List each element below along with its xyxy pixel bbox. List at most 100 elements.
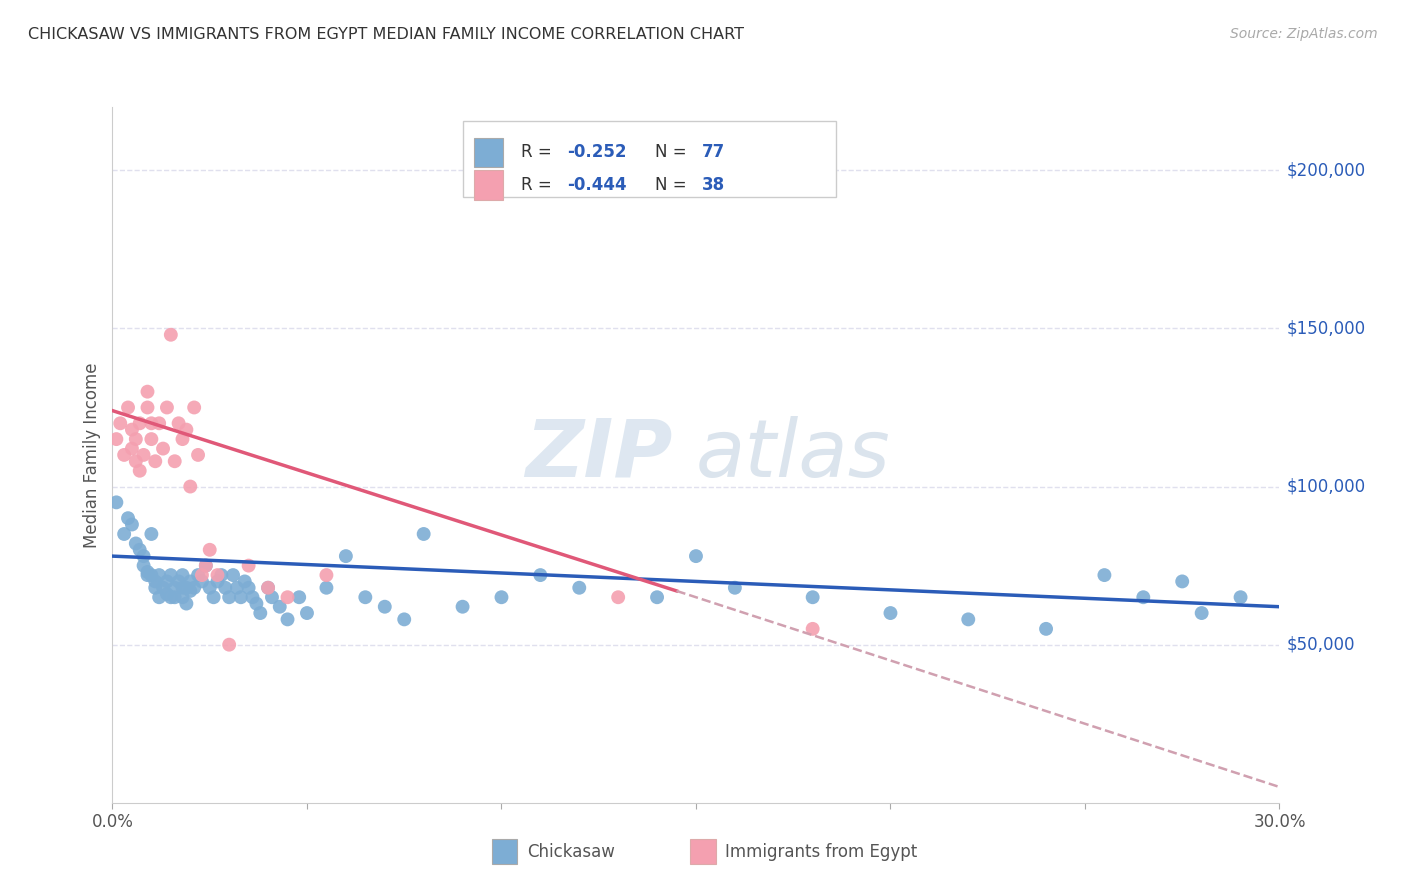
Point	[176, 597, 198, 611]
Point	[392, 612, 416, 626]
Point	[529, 568, 551, 582]
Point	[141, 568, 163, 582]
Point	[607, 591, 630, 605]
Point	[191, 568, 214, 582]
Text: 38: 38	[702, 176, 725, 194]
Text: $150,000: $150,000	[1286, 319, 1365, 337]
Point	[143, 574, 166, 589]
Bar	[474, 170, 503, 200]
Point	[207, 568, 229, 582]
Point	[143, 581, 166, 595]
Point	[724, 581, 747, 595]
Point	[117, 511, 139, 525]
Point	[269, 599, 291, 614]
Point	[136, 401, 159, 415]
Point	[117, 401, 139, 415]
Point	[198, 581, 221, 595]
Text: -0.252: -0.252	[568, 144, 627, 161]
Point	[249, 606, 271, 620]
Point	[238, 581, 260, 595]
Point	[187, 448, 209, 462]
Point	[222, 568, 245, 582]
Text: ZIP: ZIP	[526, 416, 672, 494]
Point	[179, 583, 201, 598]
Point	[172, 581, 194, 595]
Point	[191, 574, 214, 589]
Point	[957, 612, 980, 626]
Point	[801, 591, 824, 605]
Point	[136, 565, 159, 579]
Point	[214, 581, 236, 595]
Point	[1229, 591, 1251, 605]
Text: -0.444: -0.444	[568, 176, 627, 194]
Point	[160, 568, 183, 582]
Y-axis label: Median Family Income: Median Family Income	[83, 362, 101, 548]
Point	[121, 442, 143, 456]
Point	[276, 591, 298, 605]
Point	[156, 401, 179, 415]
Point	[218, 591, 240, 605]
Bar	[690, 839, 716, 863]
Point	[374, 599, 396, 614]
Point	[152, 581, 174, 595]
Point	[245, 597, 267, 611]
Text: R =: R =	[520, 144, 557, 161]
Point	[315, 568, 337, 582]
Point	[156, 574, 179, 589]
Point	[218, 638, 240, 652]
Text: CHICKASAW VS IMMIGRANTS FROM EGYPT MEDIAN FAMILY INCOME CORRELATION CHART: CHICKASAW VS IMMIGRANTS FROM EGYPT MEDIA…	[28, 27, 744, 42]
Point	[136, 568, 159, 582]
Point	[141, 527, 163, 541]
Point	[105, 432, 128, 446]
Point	[172, 432, 194, 446]
Point	[238, 558, 260, 573]
Text: R =: R =	[520, 176, 557, 194]
Text: $100,000: $100,000	[1286, 477, 1365, 496]
Point	[176, 423, 198, 437]
Point	[128, 464, 150, 478]
Point	[136, 384, 159, 399]
Point	[194, 558, 217, 573]
Point	[354, 591, 377, 605]
Point	[141, 432, 163, 446]
Point	[143, 454, 166, 468]
Point	[167, 574, 190, 589]
Point	[176, 581, 198, 595]
Point	[295, 606, 318, 620]
Point	[187, 568, 209, 582]
Bar	[492, 839, 517, 863]
Text: atlas: atlas	[696, 416, 891, 494]
Point	[242, 591, 264, 605]
Point	[125, 536, 148, 550]
Point	[335, 549, 357, 563]
Point	[160, 327, 183, 342]
Point	[1035, 622, 1057, 636]
Point	[179, 479, 201, 493]
Point	[233, 574, 256, 589]
Point	[315, 581, 337, 595]
Point	[183, 401, 205, 415]
Point	[1191, 606, 1213, 620]
Point	[260, 591, 283, 605]
Point	[148, 417, 170, 431]
Point	[801, 622, 824, 636]
Point	[160, 591, 183, 605]
FancyBboxPatch shape	[463, 121, 837, 197]
Point	[194, 558, 217, 573]
Point	[209, 568, 232, 582]
Bar	[474, 137, 503, 167]
Text: N =: N =	[655, 144, 692, 161]
Point	[112, 527, 135, 541]
Point	[128, 542, 150, 557]
Point	[257, 581, 280, 595]
Point	[141, 417, 163, 431]
Point	[879, 606, 901, 620]
Point	[148, 568, 170, 582]
Point	[172, 568, 194, 582]
Point	[1171, 574, 1194, 589]
Point	[163, 591, 186, 605]
Point	[685, 549, 707, 563]
Point	[148, 591, 170, 605]
Point	[229, 591, 252, 605]
Text: Source: ZipAtlas.com: Source: ZipAtlas.com	[1230, 27, 1378, 41]
